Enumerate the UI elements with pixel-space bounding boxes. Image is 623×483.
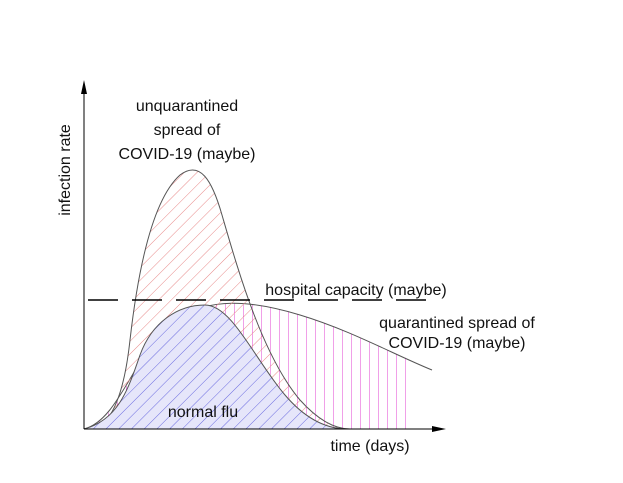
normal-flu-label: normal flu — [168, 404, 238, 421]
unquarantined-label-line3: COVID-19 (maybe) — [119, 146, 256, 163]
normal-flu-curve — [83, 304, 346, 430]
x-axis-label: time (days) — [330, 438, 409, 455]
y-axis-arrow-icon — [81, 80, 87, 94]
unquarantined-label-line1: unquarantined — [136, 98, 238, 115]
quarantined-label-line1: quarantined spread of — [379, 315, 535, 332]
x-axis-arrow-icon — [432, 426, 446, 432]
y-axis-label: infection rate — [57, 124, 74, 216]
quarantined-label-line2: COVID-19 (maybe) — [389, 335, 526, 352]
unquarantined-label-line2: spread of — [154, 122, 221, 139]
hospital-capacity-label: hospital capacity (maybe) — [265, 282, 446, 299]
